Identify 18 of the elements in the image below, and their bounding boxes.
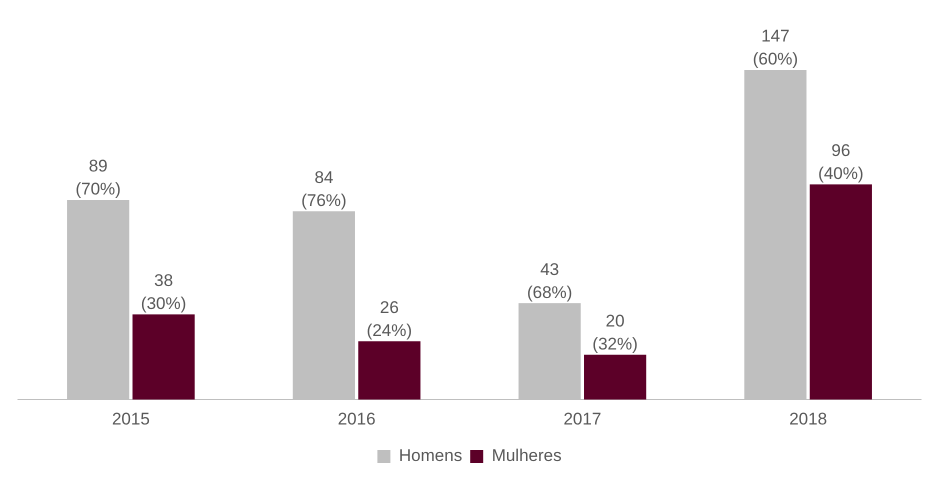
bar xyxy=(358,341,420,400)
data-label: 96 (40%) xyxy=(818,141,864,184)
data-label: 26 (24%) xyxy=(366,298,412,340)
data-label: 89 (70%) xyxy=(75,156,121,199)
x-tick-label: 2015 xyxy=(112,409,150,428)
data-label: 43 (68%) xyxy=(526,260,572,302)
legend-label: Mulheres xyxy=(492,446,562,466)
x-tick-label: 2016 xyxy=(338,409,376,428)
data-label: 20 (32%) xyxy=(592,311,638,354)
x-tick-label: 2018 xyxy=(789,409,828,428)
legend-label: Homens xyxy=(398,446,462,466)
x-tick-label: 2017 xyxy=(563,409,602,428)
bar xyxy=(132,314,195,400)
data-label: 38 (30%) xyxy=(140,271,186,314)
data-label: 147 (60%) xyxy=(752,26,798,69)
bar xyxy=(810,184,872,400)
data-label: 84 (76%) xyxy=(301,168,347,210)
bar xyxy=(584,354,646,400)
